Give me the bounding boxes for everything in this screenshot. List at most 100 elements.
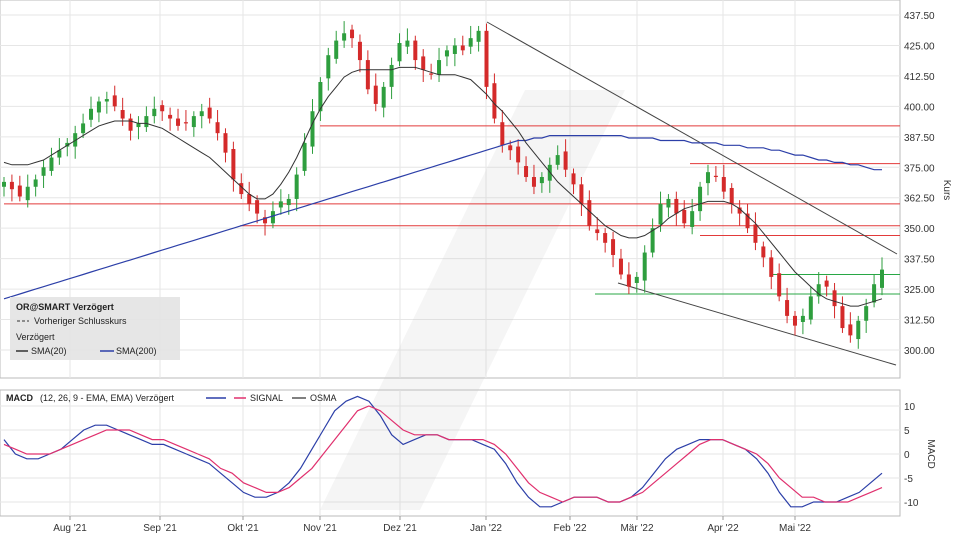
candle-body	[207, 107, 212, 119]
candle-body	[611, 239, 616, 255]
candle-body	[365, 60, 370, 90]
candle-body	[318, 82, 323, 112]
candle-body	[49, 157, 54, 171]
candle-body	[144, 116, 149, 128]
candle-body	[239, 183, 244, 195]
candle-body	[658, 203, 663, 225]
candle-body	[524, 166, 529, 178]
watermark	[320, 90, 625, 510]
candle-body	[492, 83, 497, 119]
candle-body	[128, 118, 133, 131]
macd-y-ticks: 10 5 0 -5 -10	[904, 402, 919, 509]
price-tick-label: 400.00	[904, 102, 935, 113]
candle-body	[705, 172, 710, 184]
candle-body	[373, 85, 378, 104]
candle-body	[17, 185, 22, 197]
price-tick-label: 300.00	[904, 346, 935, 357]
candle-body	[120, 110, 125, 119]
macd-signal-label: SIGNAL	[250, 393, 283, 403]
price-tick-label: 375.00	[904, 163, 935, 174]
candle-body	[278, 201, 283, 208]
price-legend: OR@SMART Verzögert Vorheriger Schlusskur…	[10, 297, 180, 360]
candle-body	[286, 198, 291, 206]
candle-body	[247, 194, 252, 204]
macd-tick-label: -5	[904, 474, 913, 485]
candle-body	[168, 114, 173, 119]
candle-body	[713, 175, 718, 178]
candle-body	[152, 108, 157, 117]
candle-body	[96, 101, 101, 113]
candle-body	[57, 150, 62, 158]
candle-body	[231, 149, 236, 180]
candle-body	[856, 320, 861, 340]
upper-trend-line	[486, 21, 898, 255]
candle-body	[160, 105, 165, 112]
candle-body	[223, 133, 228, 153]
candle-body	[357, 41, 362, 61]
candle-body	[571, 173, 576, 185]
price-tick-label: 362.50	[904, 194, 935, 205]
candle-body	[516, 146, 521, 163]
candle-body	[334, 40, 339, 59]
candle-body	[255, 200, 260, 214]
candle-body	[555, 155, 560, 165]
sma20-line	[3, 66, 883, 307]
candle-body	[104, 99, 109, 102]
candle-body	[674, 198, 679, 214]
x-axis-ticks: Aug '21 Sep '21 Okt '21 Nov '21 Dez '21 Jan '…	[53, 516, 811, 534]
candle-body	[690, 211, 695, 227]
candle-body	[381, 86, 386, 108]
candle-body	[302, 142, 307, 171]
price-tick-label: 387.50	[904, 133, 935, 144]
candle-body	[41, 167, 46, 176]
candle-body	[112, 95, 117, 107]
x-tick-label: Feb '22	[553, 523, 586, 534]
lower-trend-line	[617, 282, 897, 366]
candle-body	[25, 186, 30, 201]
candle-body	[326, 55, 331, 79]
x-tick-label: Sep '21	[143, 523, 177, 534]
candle-body	[429, 73, 434, 75]
candle-body	[595, 229, 600, 234]
legend-title: OR@SMART Verzögert	[16, 302, 114, 312]
candle-body	[832, 290, 837, 307]
price-tick-label: 337.50	[904, 255, 935, 266]
sma200-line	[3, 135, 882, 300]
candle-body	[603, 233, 608, 243]
candle-body	[729, 187, 734, 204]
candle-body	[666, 198, 671, 208]
price-y-label: Kurs	[941, 180, 952, 201]
candle-body	[618, 258, 623, 275]
candle-body	[642, 252, 647, 281]
candle-body	[650, 228, 655, 253]
candle-body	[9, 181, 14, 190]
candle-body	[136, 123, 141, 128]
price-tick-label: 437.50	[904, 11, 935, 22]
trend-lines	[486, 21, 898, 366]
candle-body	[484, 30, 489, 87]
candle-body	[33, 179, 38, 187]
legend-sma200: SMA(200)	[116, 346, 157, 356]
candle-body	[199, 111, 204, 117]
x-tick-label: Aug '21	[53, 523, 87, 534]
price-tick-label: 312.50	[904, 316, 935, 327]
candle-body	[579, 184, 584, 204]
candle-body	[350, 29, 355, 39]
macd-osma-label: OSMA	[310, 393, 337, 403]
candle-body	[444, 50, 449, 57]
x-tick-label: Apr '22	[707, 523, 739, 534]
horizontal-levels	[4, 125, 900, 295]
candle-body	[191, 116, 196, 128]
price-tick-label: 412.50	[904, 72, 935, 83]
candle-body	[769, 257, 774, 277]
price-tick-label: 325.00	[904, 285, 935, 296]
candle-body	[840, 306, 845, 329]
candle-body	[437, 60, 442, 75]
candle-body	[737, 207, 742, 214]
candle-body	[176, 118, 181, 126]
macd-y-label: MACD	[925, 439, 936, 468]
candle-body	[872, 284, 877, 303]
x-tick-label: Jan '22	[470, 523, 502, 534]
candle-body	[800, 315, 805, 322]
macd-title: MACD	[6, 393, 33, 403]
